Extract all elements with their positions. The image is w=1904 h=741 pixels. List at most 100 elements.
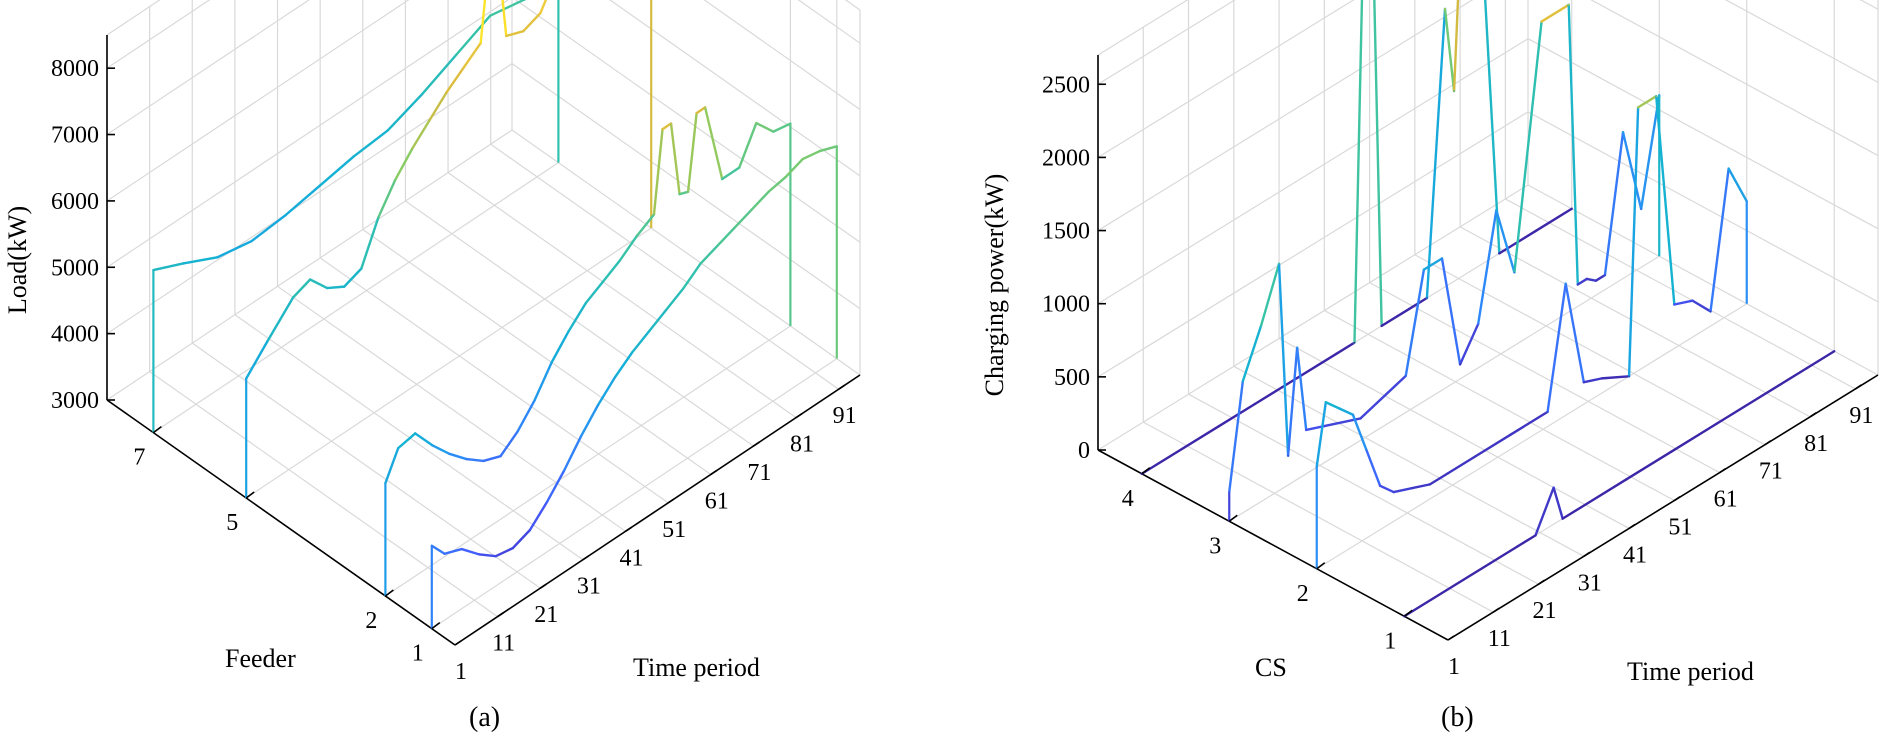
series-segment [477,553,497,558]
series-segment [1516,229,1537,244]
data-point [284,214,287,216]
data-point [431,544,433,547]
data-point [448,453,451,455]
x-tick-label: 41 [620,545,644,571]
data-point [421,93,423,96]
y-tick-mark [1141,467,1151,475]
data-point [704,106,706,109]
series-segment [488,0,526,17]
series-segment [516,399,536,433]
data-point [1570,207,1573,210]
side-wall-gridline [1527,38,1879,230]
series-segment [665,287,685,311]
series-segment [669,122,681,196]
series-segment [499,430,519,458]
series-segment [1425,7,1447,300]
data-point [687,191,689,193]
data-point [1429,483,1431,486]
back-wall-gridline [1097,38,1529,305]
series-segment [1627,106,1640,378]
data-point [699,262,702,265]
back-wall-gridline [106,129,513,401]
panel-a-x-axis-label: Time period [633,653,760,682]
data-point [1260,325,1262,327]
series-segment [266,296,295,343]
series-segment [1351,413,1368,452]
data-point [266,340,269,342]
data-point [716,244,719,247]
series-segment [1636,95,1658,109]
series-segment [1600,375,1631,380]
series-segment [1579,478,1628,509]
x-tick-mark [1538,579,1545,585]
x-tick-label: 81 [790,432,814,458]
data-point [1727,167,1730,170]
data-point [1489,562,1492,565]
series-segment [584,280,605,305]
data-point [1338,407,1341,410]
back-wall-gridline [1097,184,1529,451]
data-point [682,287,685,290]
series-segment [430,544,446,555]
data-point [602,281,604,283]
data-point [318,184,321,187]
series-segment [1567,3,1579,286]
data-point [1628,375,1630,378]
data-point [665,308,668,311]
series-segment [1458,322,1480,366]
series-segment [1404,268,1426,378]
data-point [1278,263,1280,265]
series-segment [1373,0,1383,328]
series-segment [716,226,736,247]
data-point [801,158,804,160]
x-tick-label: 61 [1714,487,1738,513]
series-segment [1476,209,1498,326]
data-point [580,435,582,438]
z-tick-label: 2000 [1042,145,1090,171]
series-segment [772,122,792,133]
series-segment [1241,324,1263,383]
data-point [1655,95,1658,98]
series-cs-1 [1403,350,1836,618]
series-segment [550,329,570,364]
data-point [750,208,753,211]
series-segment [1380,307,1411,328]
series-segment [1621,131,1643,211]
data-point [678,193,681,195]
panel-b-z-axis-label: Charging power(kW) [980,174,1009,397]
z-tick-label: 1500 [1042,219,1090,245]
series-cs-3 [1228,3,1661,522]
data-point [1380,325,1383,327]
series-segment [384,446,400,485]
x-tick-label: 41 [1623,542,1647,568]
floor-gridline [191,342,541,589]
x-tick-mark [497,611,505,618]
x-tick-label: 31 [577,574,601,600]
data-point [1228,491,1231,493]
series-segment [182,256,219,265]
data-point [636,235,638,237]
panel-a-caption: (a) [469,702,500,733]
x-tick-mark [625,526,632,532]
z-tick-label: 7000 [51,123,99,149]
floor-gridline [1324,309,1675,502]
series-segment [1564,282,1586,384]
back-wall-gridline [1097,0,1474,232]
panel-a-ticks: 3000400050006000700080001112131415161718… [51,56,857,685]
data-point [755,122,758,124]
data-point [1567,4,1570,6]
back-wall-gridline [1097,0,1236,85]
side-wall-gridline [1724,0,1879,83]
series-segment [1217,402,1257,428]
series-segment [648,308,668,333]
data-point [384,482,387,484]
data-point [767,190,770,193]
data-point [1658,94,1661,97]
data-point [245,377,247,380]
series-segment [1253,386,1284,406]
data-point [505,35,508,37]
series-feeder-1 [430,145,838,629]
x-tick-mark [1854,384,1862,390]
data-point [1411,487,1413,490]
